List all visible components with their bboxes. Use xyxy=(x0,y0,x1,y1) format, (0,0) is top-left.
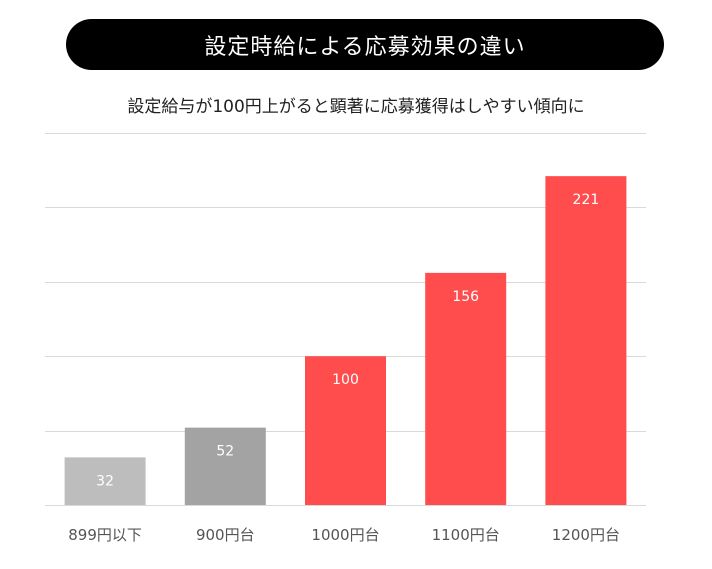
bar-1 xyxy=(64,457,146,505)
bar-5 xyxy=(545,176,627,506)
data-label-5: 221 xyxy=(573,192,600,208)
x-tick-label-3: 1000円台 xyxy=(311,526,379,544)
data-label-2: 52 xyxy=(216,444,234,460)
data-labels: 32 52 100 156 221 xyxy=(96,192,599,489)
bar-4 xyxy=(425,272,507,505)
data-label-3: 100 xyxy=(332,372,359,388)
x-tick-label-5: 1200円台 xyxy=(552,526,620,544)
bar-3 xyxy=(305,356,386,505)
bar-2 xyxy=(184,427,266,505)
bars xyxy=(64,176,627,506)
data-label-4: 156 xyxy=(452,289,479,305)
x-axis-tick-labels: 899円以下 900円台 1000円台 1100円台 1200円台 xyxy=(68,526,620,544)
x-tick-label-1: 899円以下 xyxy=(68,526,142,544)
chart-title-banner: 設定時給による応募効果の違い xyxy=(66,19,664,70)
data-label-1: 32 xyxy=(96,473,114,489)
x-tick-label-2: 900円台 xyxy=(196,526,255,544)
x-tick-label-4: 1100円台 xyxy=(432,526,500,544)
chart-title: 設定時給による応募効果の違い xyxy=(204,34,526,60)
chart-subtitle: 設定給与が100円上がると顕著に応募獲得はしやすい傾向に xyxy=(127,97,585,117)
